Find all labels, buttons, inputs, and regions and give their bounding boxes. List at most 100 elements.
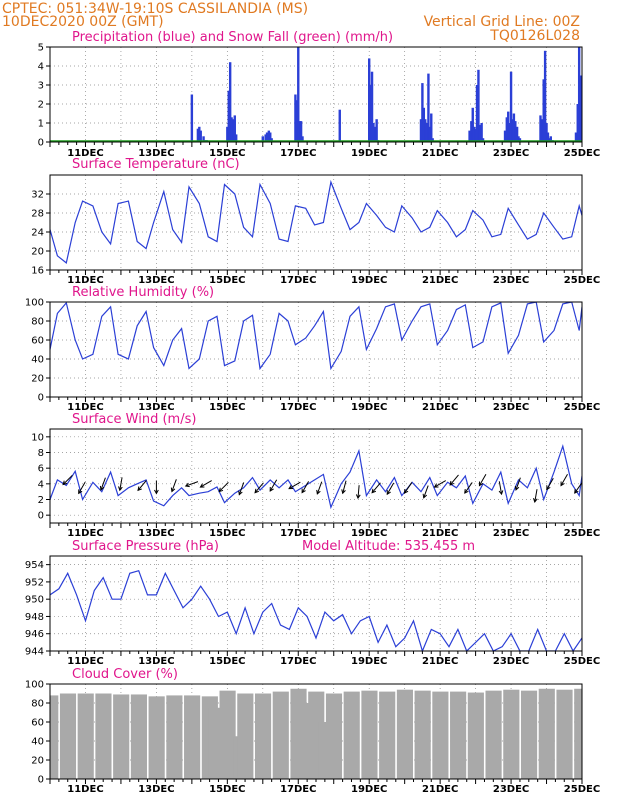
pressure-xtick-label: 17DEC — [280, 656, 316, 667]
humidity-ytick-label: 100 — [25, 298, 44, 309]
precip-bar — [301, 136, 304, 142]
pressure-line — [50, 569, 582, 651]
temperature-xtick-label: 11DEC — [67, 275, 103, 286]
precip-bar — [548, 138, 551, 142]
cloud-bar — [361, 690, 378, 779]
precip-bar — [505, 117, 509, 142]
humidity-xtick-label: 15DEC — [209, 402, 245, 413]
humidity-xtick-label: 21DEC — [422, 402, 458, 413]
cloud-data — [50, 688, 582, 779]
wind-data — [50, 444, 582, 510]
run-header: 10DEC2020 00Z (GMT) — [2, 14, 164, 30]
temperature-panel: 16 20 24 28 32 11DEC 13DEC 15DEC 17DEC 19DEC 21DEC… — [31, 157, 600, 286]
precip-bar — [430, 113, 433, 142]
cloud-xtick-label: 23DEC — [493, 784, 529, 795]
humidity-xtick-label: 25DEC — [564, 402, 600, 413]
wind-xtick-label: 11DEC — [67, 528, 103, 539]
wind-arrow-shaft — [479, 474, 487, 486]
wind-arrow-head — [218, 487, 224, 493]
wind-arrow-head — [238, 490, 243, 496]
precip-data — [50, 47, 582, 142]
precip-bar — [580, 119, 582, 142]
wind-xtick-label: 19DEC — [351, 528, 387, 539]
wind-arrow-head — [422, 493, 428, 499]
wind-arrow-shaft — [218, 482, 229, 492]
cloud-bar — [538, 688, 555, 779]
cloud-bar — [184, 695, 201, 779]
wind-ytick-label: 2 — [38, 495, 44, 506]
wind-arrow-head — [574, 489, 579, 494]
humidity-panel: 0 20 40 60 80 100 11DEC 13DEC 15DEC 17DEC 19DEC 21D… — [25, 285, 600, 413]
cloud-xtick-label: 17DEC — [280, 784, 316, 795]
wind-arrow-shaft — [498, 481, 503, 495]
cloud-xtick-label: 25DEC — [564, 784, 600, 795]
wind-arrow-head — [118, 486, 123, 492]
precip-bar — [514, 121, 517, 142]
cloud-bar — [130, 694, 147, 779]
precip-bar — [517, 136, 520, 142]
pressure-ytick-label: 954 — [25, 560, 44, 571]
precip-bar — [579, 75, 582, 142]
cloud-bar — [556, 689, 573, 779]
wind-xtick-label: 25DEC — [564, 528, 600, 539]
wind-title: Surface Wind (m/s) — [72, 412, 196, 427]
wind-arrow-shaft — [404, 482, 413, 494]
precip-bar — [427, 73, 430, 142]
precip-bar — [545, 123, 548, 142]
precip-xtick-label: 17DEC — [280, 148, 316, 159]
precip-bar — [574, 132, 578, 142]
precip-xtick-label: 11DEC — [67, 148, 103, 159]
cloud-bar — [485, 690, 502, 779]
wind-arrow-shaft — [301, 481, 310, 493]
wind-arrow-shaft — [357, 485, 360, 499]
wind-arrow-shaft — [254, 482, 264, 494]
precip-ytick-label: 3 — [38, 81, 44, 92]
cloud-bar — [77, 693, 94, 779]
precip-bar — [512, 113, 516, 142]
pressure-xtick-label: 21DEC — [422, 656, 458, 667]
cloud-xtick-label: 13DEC — [138, 784, 174, 795]
precip-bar — [295, 100, 299, 142]
pressure-data — [50, 569, 582, 651]
wind-xtick-label: 17DEC — [280, 528, 316, 539]
precip-bar — [228, 62, 232, 142]
precip-bar — [508, 123, 511, 142]
humidity-title: Relative Humidity (%) — [72, 285, 214, 300]
cloud-ytick-label: 100 — [25, 680, 44, 691]
wind-arrow-shaft — [342, 480, 347, 494]
cloud-bar — [219, 690, 236, 779]
wind-arrow-head — [199, 483, 205, 488]
wind-arrow-head — [154, 489, 159, 495]
wind-arrow-head — [137, 486, 142, 492]
humidity-xtick-label: 17DEC — [280, 402, 316, 413]
precip-bar — [503, 130, 507, 142]
precip-bar — [235, 134, 238, 142]
precip-bar — [549, 136, 552, 142]
temperature-xtick-label: 17DEC — [280, 275, 316, 286]
cloud-bar — [520, 690, 538, 779]
precip-bar — [264, 134, 267, 142]
precip-bar — [261, 136, 264, 142]
panels: 0 1 2 3 4 5 11DEC 13DEC 15DEC 17DEC 19DEC 21DEC 23DE… — [25, 30, 600, 795]
wind-arrow-shaft — [423, 485, 429, 498]
precip-bar — [374, 126, 377, 142]
humidity-ytick-label: 60 — [31, 336, 44, 347]
temperature-xtick-label: 21DEC — [422, 275, 458, 286]
wind-arrow-shaft — [560, 474, 568, 486]
precip-xtick-label: 25DEC — [564, 148, 600, 159]
temperature-ytick-label: 16 — [31, 266, 44, 277]
wind-arrow-shaft — [100, 477, 106, 491]
wind-line — [50, 444, 582, 510]
temperature-xtick-label: 25DEC — [564, 275, 600, 286]
wind-arrow-head — [560, 481, 565, 487]
precip-bar — [507, 111, 510, 142]
wind-arrow-head — [478, 481, 484, 487]
precip-bar — [233, 115, 236, 142]
precip-bar — [539, 115, 542, 142]
precip-bar — [421, 83, 424, 142]
wind-arrow-shaft — [386, 482, 395, 495]
precip-ytick-label: 1 — [38, 119, 44, 130]
temperature-xtick-label: 23DEC — [493, 275, 529, 286]
cloud-bar — [379, 691, 396, 779]
precip-bar — [472, 126, 476, 142]
